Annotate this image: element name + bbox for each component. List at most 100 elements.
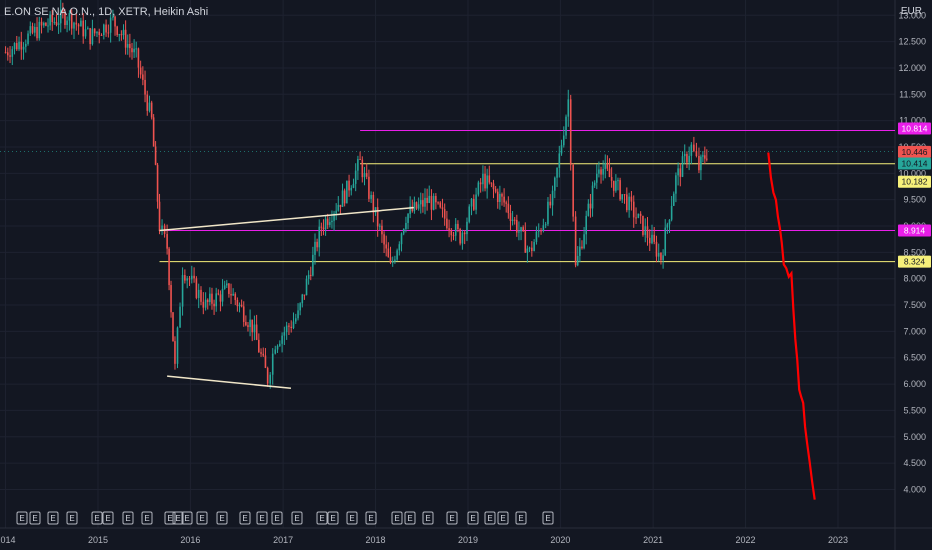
- candle-body: [547, 201, 549, 225]
- candle-body: [66, 20, 68, 26]
- candle-body: [129, 44, 131, 49]
- earnings-marker-icon[interactable]: [484, 511, 496, 525]
- earnings-marker-icon[interactable]: [216, 511, 228, 525]
- candle-body: [283, 332, 286, 336]
- y-tick-label: 8.000: [903, 274, 926, 284]
- earnings-marker-icon[interactable]: [515, 511, 527, 525]
- candle-body: [73, 22, 75, 29]
- earnings-marker-icon[interactable]: [239, 511, 251, 525]
- candle-body: [693, 144, 695, 152]
- earnings-marker-icon[interactable]: [467, 511, 479, 525]
- candle-body: [269, 374, 271, 384]
- price-label-text: 10.414: [902, 159, 928, 169]
- candle-body: [704, 155, 706, 159]
- candle-body: [209, 293, 211, 303]
- candle-body: [664, 227, 667, 256]
- candle-body: [135, 48, 138, 50]
- candle-body: [228, 283, 230, 294]
- earnings-marker-label: E: [349, 514, 354, 523]
- earnings-marker-icon[interactable]: [497, 511, 509, 525]
- candle-body: [463, 232, 466, 235]
- earnings-marker-icon[interactable]: [29, 511, 41, 525]
- earnings-marker-label: E: [470, 514, 475, 523]
- candle-body: [236, 299, 239, 307]
- earnings-marker-icon[interactable]: [141, 511, 153, 525]
- earnings-marker-label: E: [105, 514, 110, 523]
- earnings-marker-icon[interactable]: [256, 511, 268, 525]
- earnings-marker-label: E: [368, 514, 373, 523]
- lower-trendline[interactable]: [167, 375, 292, 390]
- earnings-marker-icon[interactable]: [422, 511, 434, 525]
- earnings-marker-icon[interactable]: [122, 511, 134, 525]
- candle-body: [309, 274, 312, 276]
- candle-body: [461, 232, 464, 244]
- earnings-marker-icon[interactable]: [16, 511, 28, 525]
- earnings-marker-icon[interactable]: [542, 511, 554, 525]
- candle-body: [505, 202, 508, 204]
- earnings-marker-icon[interactable]: [196, 511, 208, 525]
- candle-body: [77, 24, 80, 27]
- earnings-marker-icon[interactable]: [316, 511, 328, 525]
- candle-body: [22, 46, 25, 50]
- earnings-marker-icon[interactable]: [102, 511, 114, 525]
- candle-body: [247, 325, 249, 328]
- candle-body: [662, 255, 664, 261]
- candle-body: [565, 116, 567, 136]
- candle-body: [166, 233, 168, 249]
- candle-body: [258, 339, 260, 353]
- earnings-marker-icon[interactable]: [391, 511, 403, 525]
- candle-body: [253, 324, 256, 333]
- earnings-marker-icon[interactable]: [66, 511, 78, 525]
- candle-body: [435, 196, 437, 203]
- candle-body: [64, 12, 66, 26]
- candle-body: [452, 235, 455, 237]
- candle-body: [126, 44, 129, 48]
- candle-body: [100, 34, 103, 36]
- candle-body: [276, 345, 279, 350]
- earnings-marker-icon[interactable]: [365, 511, 377, 525]
- candle-body: [379, 225, 381, 227]
- candle-body: [57, 23, 60, 25]
- earnings-marker-icon[interactable]: [271, 511, 283, 525]
- candle-body: [337, 204, 340, 211]
- earnings-marker-label: E: [518, 514, 523, 523]
- candle-body: [490, 182, 493, 184]
- earnings-marker-icon[interactable]: [346, 511, 358, 525]
- candle-body: [424, 197, 426, 207]
- earnings-marker-icon[interactable]: [446, 511, 458, 525]
- earnings-marker-icon[interactable]: [327, 511, 339, 525]
- candle-body: [219, 294, 222, 302]
- candle-body: [468, 206, 471, 222]
- earnings-marker-icon[interactable]: [172, 511, 184, 525]
- candle-body: [146, 94, 149, 111]
- candle-body: [387, 248, 390, 258]
- candle-body: [331, 220, 333, 223]
- candle-body: [144, 79, 146, 95]
- earnings-marker-icon[interactable]: [181, 511, 193, 525]
- candle-body: [314, 241, 316, 255]
- candle-body: [549, 201, 552, 206]
- candle-body: [496, 191, 499, 203]
- candle-body: [320, 226, 323, 228]
- candle-body: [242, 306, 245, 322]
- candle-body: [587, 203, 590, 216]
- earnings-marker-icon[interactable]: [164, 511, 176, 525]
- candle-body: [124, 29, 127, 48]
- candle-body: [297, 310, 299, 319]
- candle-body: [234, 293, 237, 300]
- candle-body: [394, 259, 396, 262]
- earnings-marker-icon[interactable]: [91, 511, 103, 525]
- earnings-marker-icon[interactable]: [291, 511, 303, 525]
- candle-body: [606, 163, 609, 169]
- earnings-marker-icon[interactable]: [404, 511, 416, 525]
- candle-body: [109, 17, 112, 33]
- candle-body: [591, 185, 594, 209]
- candle-body: [417, 204, 420, 209]
- earnings-marker-icon[interactable]: [47, 511, 59, 525]
- projection-path[interactable]: [767, 152, 816, 500]
- price-label-bg: [898, 157, 931, 170]
- candle-body: [279, 343, 281, 346]
- candle-body: [133, 48, 135, 53]
- upper-trendline[interactable]: [159, 206, 414, 232]
